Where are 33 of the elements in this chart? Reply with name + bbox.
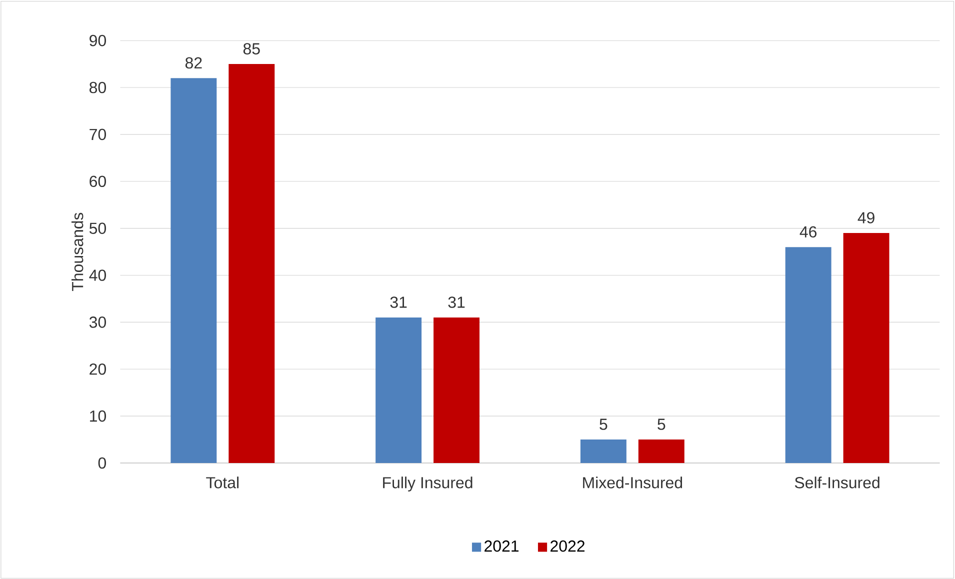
x-tick-label: Mixed-Insured: [583, 476, 682, 488]
legend-label: 2021: [484, 540, 519, 552]
y-tick-label: 80: [90, 82, 106, 94]
y-tick-label: 0: [98, 457, 106, 469]
data-label: 5: [658, 418, 666, 430]
data-label: 49: [858, 212, 874, 224]
bar: [580, 439, 626, 463]
legend-label: 2022: [550, 540, 584, 552]
bar: [376, 317, 422, 463]
y-tick-label: 90: [90, 34, 106, 46]
y-tick-label: 20: [90, 363, 106, 375]
y-tick-label: 50: [89, 222, 106, 234]
bar: [228, 64, 275, 463]
bar: [434, 317, 480, 463]
y-axis-title: Thousands: [72, 212, 84, 291]
data-label: 31: [390, 296, 407, 308]
x-tick-label: Self-Insured: [794, 476, 880, 488]
data-label: 85: [243, 43, 260, 54]
y-tick-label: 60: [90, 176, 106, 187]
data-label: 46: [800, 226, 817, 238]
bar: [843, 232, 890, 463]
x-tick-label: Total: [206, 476, 238, 488]
x-tick-label: Fully Insured: [383, 476, 472, 492]
bar: [785, 247, 832, 463]
data-label: 5: [600, 418, 608, 430]
bar: [170, 78, 217, 463]
y-tick-label: 30: [89, 316, 106, 328]
y-tick-label: 40: [89, 270, 106, 281]
y-tick-label: 70: [90, 128, 106, 140]
data-label: 82: [185, 57, 202, 68]
bar: [638, 439, 684, 463]
y-tick-label: 10: [90, 410, 106, 422]
data-label: 31: [448, 296, 465, 308]
